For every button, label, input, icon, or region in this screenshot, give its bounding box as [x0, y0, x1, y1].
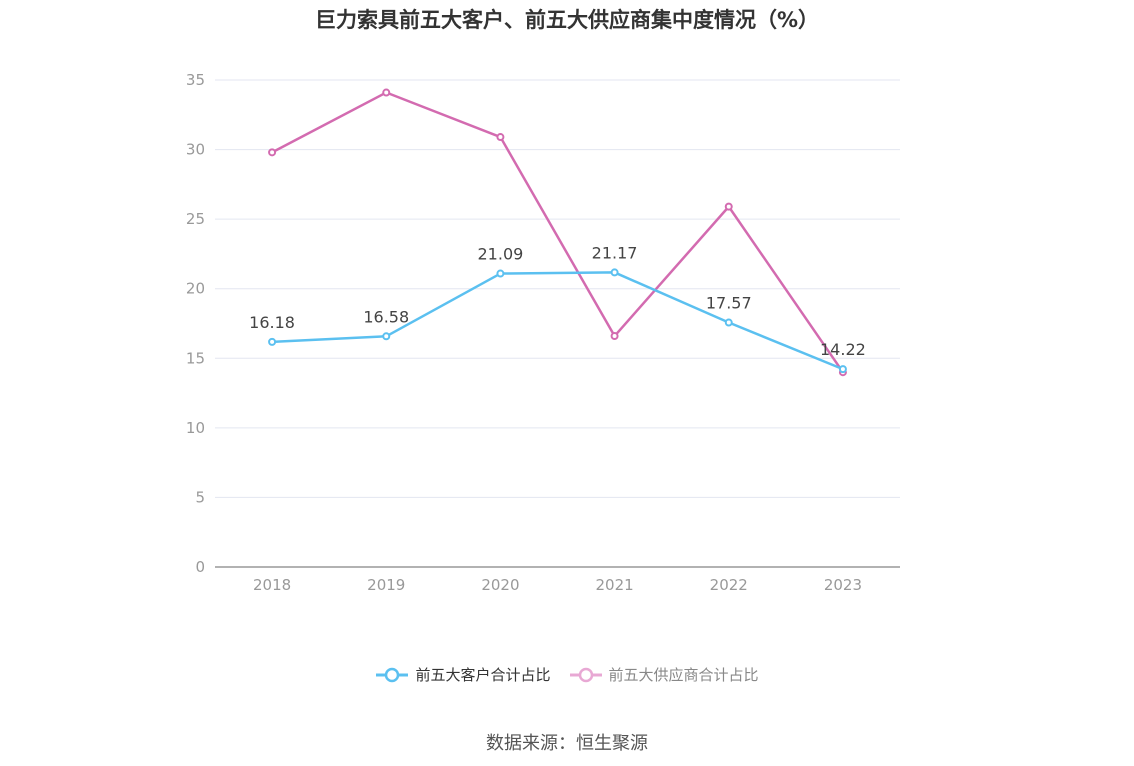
series-line	[272, 271, 844, 371]
legend-item-suppliers[interactable]: 前五大供应商合计占比	[569, 664, 759, 685]
data-point	[496, 269, 505, 278]
y-tick-label: 20	[186, 280, 205, 298]
x-tick-label: 2020	[481, 576, 519, 594]
data-point	[610, 268, 619, 277]
data-point	[496, 133, 505, 142]
legend-marker	[385, 667, 400, 682]
line-chart: 0 5 10 15 20 25 30 35 2018 2019 2020 2021 2022 2023 1…	[186, 71, 900, 594]
data-point	[838, 365, 847, 374]
x-tick-label: 2019	[367, 576, 405, 594]
data-labels: 16.18 16.58 21.09 21.17 17.57 14.22	[249, 243, 866, 359]
source-note: 数据来源：恒生聚源	[486, 733, 648, 754]
x-tick-label: 2018	[253, 576, 291, 594]
legend: 前五大客户合计占比 前五大供应商合计占比	[0, 664, 1134, 685]
series-line	[271, 91, 844, 373]
y-tick-label: 0	[195, 558, 205, 576]
series-lines	[268, 88, 847, 377]
y-tick-label: 30	[186, 141, 205, 159]
chart-title: 巨力索具前五大客户、前五大供应商集中度情况（%）	[314, 8, 820, 32]
y-tick-label: 5	[195, 488, 205, 506]
legend-marker	[578, 667, 593, 682]
data-point	[724, 202, 733, 211]
data-label: 16.18	[249, 313, 295, 332]
data-point	[610, 332, 619, 341]
legend-item-customers[interactable]: 前五大客户合计占比	[375, 664, 551, 685]
data-point	[724, 318, 733, 327]
data-point	[382, 88, 391, 97]
data-point	[268, 337, 277, 346]
legend-swatch-customers	[376, 667, 409, 682]
x-tick-label: 2022	[710, 576, 748, 594]
data-point	[268, 148, 277, 157]
y-tick-label: 15	[186, 349, 205, 367]
data-label: 21.17	[592, 243, 638, 262]
legend-label-customers: 前五大客户合计占比	[415, 666, 551, 684]
y-tick-label: 10	[186, 419, 205, 437]
axes: 0 5 10 15 20 25 30 35 2018 2019 2020 2021 2022 2023	[186, 71, 900, 594]
data-point	[382, 332, 391, 341]
grid-lines	[215, 79, 900, 498]
legend-label-suppliers: 前五大供应商合计占比	[608, 666, 759, 684]
y-tick-label: 35	[186, 71, 205, 89]
y-tick-label: 25	[186, 210, 205, 228]
x-tick-label: 2021	[595, 576, 633, 594]
legend-swatch-suppliers	[569, 667, 602, 682]
x-tick-label: 2023	[824, 576, 862, 594]
data-label: 21.09	[478, 245, 524, 264]
data-label: 14.22	[820, 340, 866, 359]
data-label: 16.58	[363, 307, 409, 326]
data-label: 17.57	[706, 294, 752, 313]
